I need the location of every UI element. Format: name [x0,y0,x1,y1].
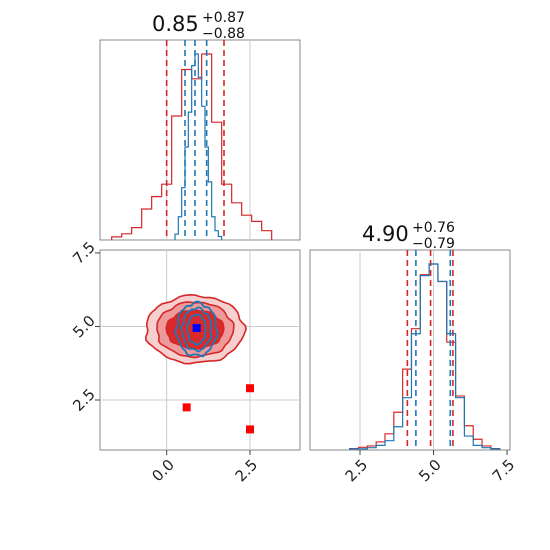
grid-lines [166,40,251,240]
scatter-point [246,425,254,434]
panel-frame [99,249,301,451]
histograms [349,250,501,450]
title-lower: −0.79 [412,236,455,252]
x-tick-label: 2.5 [342,456,372,486]
histogram-series-1 [174,53,223,240]
title-value: 0.85 [152,12,199,36]
title-lower: −0.88 [202,26,245,42]
grid-lines [359,250,435,450]
histogram-series-0 [349,263,501,450]
panel-marginal-param2: 2.5 5.0 7.5 4.90 +0.76 −0.79 [309,220,519,486]
y-tick-label: 2.5 [69,385,99,415]
title-upper: +0.87 [202,10,245,26]
x-tick-label: 5.0 [415,456,445,486]
scatter-point [192,323,201,332]
title-value: 4.90 [362,222,409,246]
panel-frame [309,249,511,451]
x-tick-label: 7.5 [489,456,519,486]
contour-level-blue-2 [174,300,219,358]
panel-joint: 0.0 2.5 2.5 5.0 7.5 [69,238,301,485]
title-upper: +0.76 [412,220,455,236]
contour-level-blue-0 [186,313,207,346]
y-tick-label: 5.0 [69,312,99,342]
histogram-series-1 [349,263,501,450]
axis-ticks: 2.5 5.0 7.5 [342,450,519,486]
x-tick-label: 0.0 [148,456,178,486]
contours-and-points [144,293,254,434]
axis-ticks: 0.0 2.5 2.5 5.0 7.5 [69,238,261,485]
histograms [111,40,273,240]
scatter-point [182,403,191,412]
panel-marginal-param1: 0.85 +0.87 −0.88 [99,10,301,241]
panel-frame [99,39,301,241]
contour-level-blue-1 [180,306,213,353]
y-tick-label: 7.5 [69,238,99,268]
scatter-point [246,384,254,393]
x-tick-label: 2.5 [232,456,262,486]
